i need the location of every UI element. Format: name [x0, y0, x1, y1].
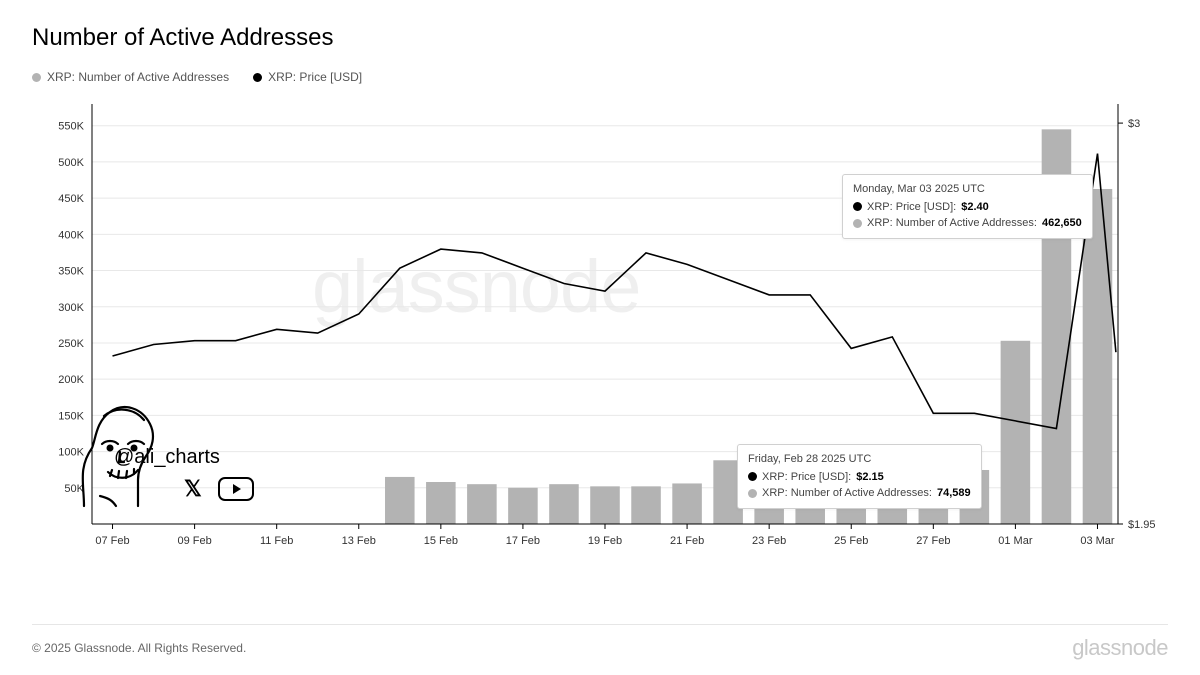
svg-text:200K: 200K	[58, 374, 84, 386]
svg-text:09 Feb: 09 Feb	[177, 535, 211, 547]
svg-text:17 Feb: 17 Feb	[506, 535, 540, 547]
svg-text:450K: 450K	[58, 193, 84, 205]
legend-dot-price	[253, 73, 262, 82]
svg-text:11 Feb: 11 Feb	[260, 535, 293, 547]
svg-text:23 Feb: 23 Feb	[752, 535, 786, 547]
copyright: © 2025 Glassnode. All Rights Reserved.	[32, 641, 246, 655]
tooltip-date: Monday, Mar 03 2025 UTC	[853, 181, 1082, 198]
svg-text:15 Feb: 15 Feb	[424, 535, 458, 547]
tooltip-addr-row: XRP: Number of Active Addresses: 74,589	[748, 485, 971, 502]
author-social-icons: 𝕏	[184, 476, 254, 502]
svg-text:300K: 300K	[58, 302, 84, 314]
svg-text:03 Mar: 03 Mar	[1080, 535, 1115, 547]
footer: © 2025 Glassnode. All Rights Reserved. g…	[32, 624, 1168, 661]
legend-dot-addresses	[32, 73, 41, 82]
svg-text:$3: $3	[1128, 118, 1140, 130]
legend-label-price: XRP: Price [USD]	[268, 70, 362, 84]
author-handle-wrap: @ali_charts	[102, 446, 220, 469]
svg-text:01 Mar: 01 Mar	[998, 535, 1033, 547]
svg-text:27 Feb: 27 Feb	[916, 535, 950, 547]
chart-title: Number of Active Addresses	[32, 24, 1168, 52]
x-twitter-icon[interactable]: 𝕏	[184, 476, 202, 502]
author-handle: @ali_charts	[114, 446, 220, 469]
page-root: Number of Active Addresses XRP: Number o…	[0, 0, 1200, 675]
tooltip-price-row: XRP: Price [USD]: $2.40	[853, 199, 1082, 216]
svg-text:25 Feb: 25 Feb	[834, 535, 868, 547]
tooltip-mar03: Monday, Mar 03 2025 UTC XRP: Price [USD]…	[842, 174, 1093, 239]
legend: XRP: Number of Active Addresses XRP: Pri…	[32, 70, 1168, 84]
svg-text:400K: 400K	[58, 229, 84, 241]
svg-text:13 Feb: 13 Feb	[342, 535, 376, 547]
youtube-icon[interactable]	[218, 477, 254, 501]
legend-label-addresses: XRP: Number of Active Addresses	[47, 70, 229, 84]
svg-text:19 Feb: 19 Feb	[588, 535, 622, 547]
legend-item-price: XRP: Price [USD]	[253, 70, 362, 84]
tooltip-date: Friday, Feb 28 2025 UTC	[748, 451, 971, 468]
svg-text:500K: 500K	[58, 157, 84, 169]
svg-text:350K: 350K	[58, 266, 84, 278]
tooltip-price-row: XRP: Price [USD]: $2.15	[748, 469, 971, 486]
brand-logo: glassnode	[1072, 635, 1168, 661]
legend-item-addresses: XRP: Number of Active Addresses	[32, 70, 229, 84]
svg-text:250K: 250K	[58, 338, 84, 350]
svg-text:07 Feb: 07 Feb	[95, 535, 129, 547]
svg-text:$1.95: $1.95	[1128, 519, 1156, 531]
svg-text:550K: 550K	[58, 121, 84, 133]
chart-area: glassnode 50K100K150K200K250K300K350K400…	[32, 94, 1168, 564]
tooltip-feb28: Friday, Feb 28 2025 UTC XRP: Price [USD]…	[737, 444, 982, 509]
svg-text:21 Feb: 21 Feb	[670, 535, 704, 547]
tooltip-addr-row: XRP: Number of Active Addresses: 462,650	[853, 215, 1082, 232]
